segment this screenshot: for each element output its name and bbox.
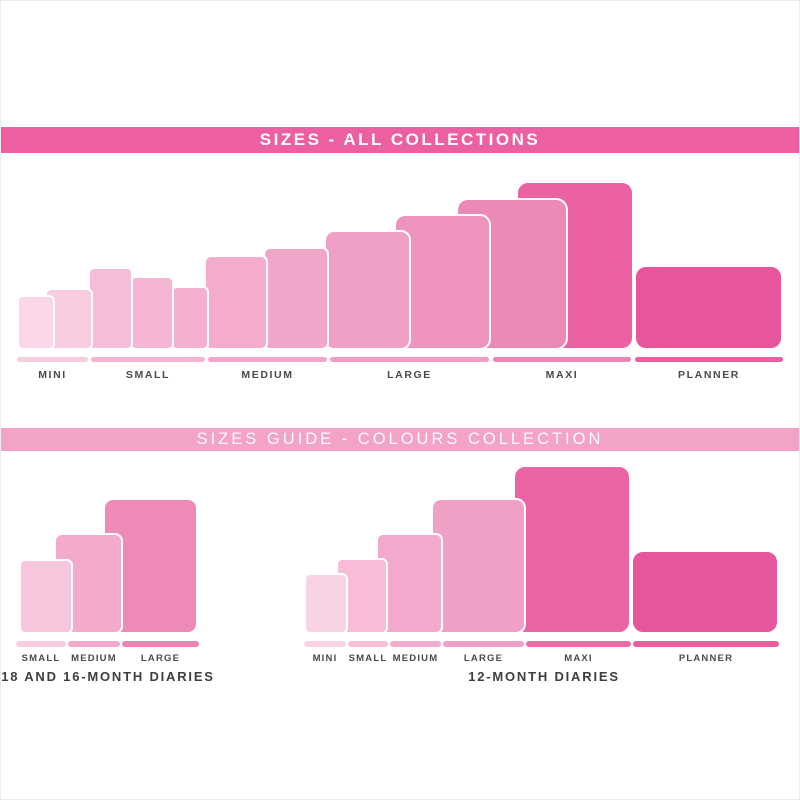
banner-all-collections: SIZES - ALL COLLECTIONS — [1, 127, 799, 153]
book-planner — [631, 550, 779, 634]
size-underline-maxi — [526, 641, 631, 647]
size-label-mini: MINI — [312, 653, 338, 664]
book-maxi — [513, 465, 631, 634]
book-small — [171, 286, 209, 350]
size-underline-maxi — [493, 357, 631, 362]
size-underline-small — [16, 641, 66, 647]
size-underline-small — [91, 357, 205, 362]
banner-colours-collection: SIZES GUIDE - COLOURS COLLECTION — [1, 428, 799, 451]
book-small — [88, 267, 133, 350]
size-underline-planner — [635, 357, 783, 362]
size-label-maxi: MAXI — [545, 369, 579, 381]
size-label-planner: PLANNER — [678, 369, 740, 381]
size-label-large: LARGE — [387, 369, 432, 381]
size-label-mini: MINI — [38, 369, 67, 381]
size-label-small: SMALL — [21, 653, 61, 664]
book-mini — [304, 573, 348, 634]
size-label-large: LARGE — [463, 653, 504, 664]
size-underline-planner — [633, 641, 779, 647]
caption-12-month-diaries: 12-MONTH DIARIES — [468, 669, 620, 684]
book-large — [324, 230, 411, 350]
book-small — [19, 559, 73, 634]
size-underline-small — [348, 641, 388, 647]
book-mini — [17, 295, 55, 350]
size-underline-large — [122, 641, 199, 647]
book-medium — [263, 247, 329, 350]
caption-18-16-month-diaries: 18 AND 16-MONTH DIARIES — [1, 669, 215, 684]
book-medium — [204, 255, 268, 350]
size-label-medium: MEDIUM — [71, 653, 117, 664]
size-underline-mini — [17, 357, 88, 362]
size-underline-large — [330, 357, 489, 362]
size-underline-medium — [390, 641, 441, 647]
size-label-medium: MEDIUM — [241, 369, 294, 381]
size-underline-large — [443, 641, 524, 647]
size-label-small: SMALL — [125, 369, 171, 381]
size-label-maxi: MAXI — [564, 653, 593, 664]
size-underline-mini — [304, 641, 346, 647]
size-underline-medium — [68, 641, 120, 647]
book-planner — [634, 265, 783, 350]
size-label-planner: PLANNER — [678, 653, 734, 664]
book-small — [130, 276, 174, 350]
size-underline-medium — [208, 357, 327, 362]
size-label-medium: MEDIUM — [392, 653, 439, 664]
size-label-large: LARGE — [140, 653, 181, 664]
book-large — [431, 498, 526, 634]
size-label-small: SMALL — [348, 653, 388, 664]
